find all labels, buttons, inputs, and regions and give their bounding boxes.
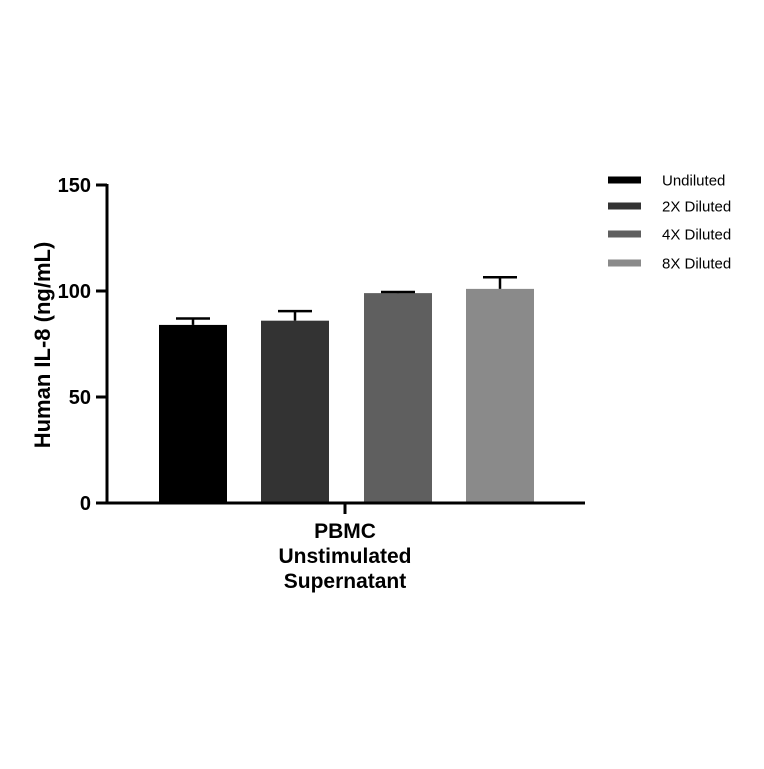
bar-4x-diluted <box>364 293 432 503</box>
legend-swatch <box>608 176 641 184</box>
y-ticks: 0 50 100 150 <box>58 175 107 515</box>
legend: Undiluted 2X Diluted 4X Diluted 8X Diluted <box>608 173 731 273</box>
error-bars-layer <box>176 275 517 325</box>
legend-label: 2X Diluted <box>662 199 731 216</box>
legend-swatch <box>608 259 641 267</box>
category-label-line: Unstimulated <box>278 545 411 568</box>
y-tick-label: 0 <box>80 493 91 515</box>
legend-swatch <box>608 202 641 210</box>
axes <box>105 184 585 514</box>
y-tick-label: 150 <box>58 175 91 197</box>
bar-8x-diluted <box>466 288 534 503</box>
bars-layer <box>159 288 534 503</box>
category-label-line: PBMC <box>314 520 376 543</box>
bar-2x-diluted <box>261 320 329 503</box>
legend-swatch <box>608 230 641 238</box>
y-axis-title: Human IL-8 (ng/mL) <box>30 242 55 449</box>
category-label-line: Supernatant <box>284 570 407 593</box>
y-tick-label: 50 <box>69 387 91 409</box>
legend-label: Undiluted <box>662 173 725 190</box>
bar-undiluted <box>159 324 227 503</box>
legend-label: 4X Diluted <box>662 227 731 244</box>
y-tick-label: 100 <box>58 281 91 303</box>
legend-label: 8X Diluted <box>662 256 731 273</box>
